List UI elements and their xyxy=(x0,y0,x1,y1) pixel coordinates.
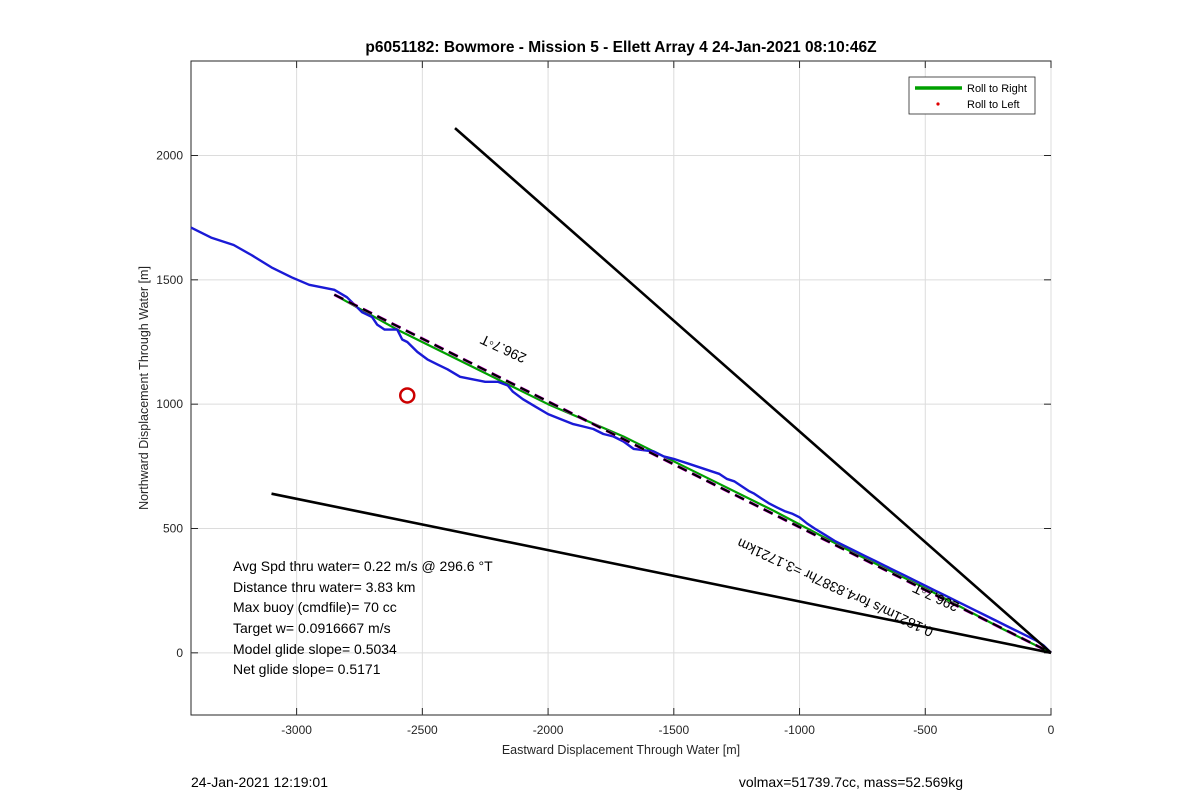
x-tick-labels: -3000 -2500 -2000 -1500 -1000 -500 0 xyxy=(281,723,1054,737)
y-tick-label: 2000 xyxy=(156,148,183,162)
y-tick-label: 500 xyxy=(163,521,183,535)
upper-bound-line xyxy=(454,127,1052,654)
legend-swatch-roll-left xyxy=(936,102,940,106)
footer-mass-info: volmax=51739.7cc, mass=52.569kg xyxy=(739,774,963,790)
marker-circle xyxy=(399,387,416,404)
y-tick-label: 1000 xyxy=(156,397,183,411)
series-group xyxy=(190,127,1052,655)
legend-label-roll-right: Roll to Right xyxy=(967,83,1027,95)
tick-marks xyxy=(191,61,1052,715)
stat-model-glide: Model glide slope= 0.5034 xyxy=(233,641,397,657)
footer-timestamp: 24-Jan-2021 12:19:01 xyxy=(191,774,328,790)
x-tick-label: -3000 xyxy=(281,723,312,737)
stat-target-w: Target w= 0.0916667 m/s xyxy=(233,620,391,636)
markers-group xyxy=(399,387,416,404)
x-axis-label: Eastward Displacement Through Water [m] xyxy=(502,743,740,757)
stat-max-buoy: Max buoy (cmdfile)= 70 cc xyxy=(233,599,397,615)
y-axis-label: Northward Displacement Through Water [m] xyxy=(137,266,151,510)
black-dashed-line xyxy=(333,293,1052,654)
chart-title: p6051182: Bowmore - Mission 5 - Ellett A… xyxy=(365,39,877,56)
x-tick-label: -500 xyxy=(913,723,937,737)
stat-avg-speed: Avg Spd thru water= 0.22 m/s @ 296.6 °T xyxy=(233,558,493,574)
axes-frame xyxy=(190,60,1052,716)
stat-distance: Distance thru water= 3.83 km xyxy=(233,579,415,595)
legend: Roll to Right Roll to Left xyxy=(908,76,1036,115)
x-tick-label: -1000 xyxy=(784,723,815,737)
lower-bound-line xyxy=(271,492,1052,655)
x-tick-label: 0 xyxy=(1048,723,1055,737)
y-tick-label: 1500 xyxy=(156,273,183,287)
stat-net-glide: Net glide slope= 0.5171 xyxy=(233,661,381,677)
stats-block: Avg Spd thru water= 0.22 m/s @ 296.6 °T … xyxy=(233,558,493,677)
x-tick-label: -1500 xyxy=(658,723,689,737)
legend-box xyxy=(908,76,1036,115)
grid xyxy=(191,61,1052,715)
y-tick-label: 0 xyxy=(176,646,183,660)
y-tick-labels: 0 500 1000 1500 2000 xyxy=(156,148,183,659)
x-tick-label: -2000 xyxy=(533,723,564,737)
x-tick-label: -2500 xyxy=(407,723,438,737)
legend-label-roll-left: Roll to Left xyxy=(967,99,1020,111)
trajectory-line xyxy=(190,226,1052,654)
